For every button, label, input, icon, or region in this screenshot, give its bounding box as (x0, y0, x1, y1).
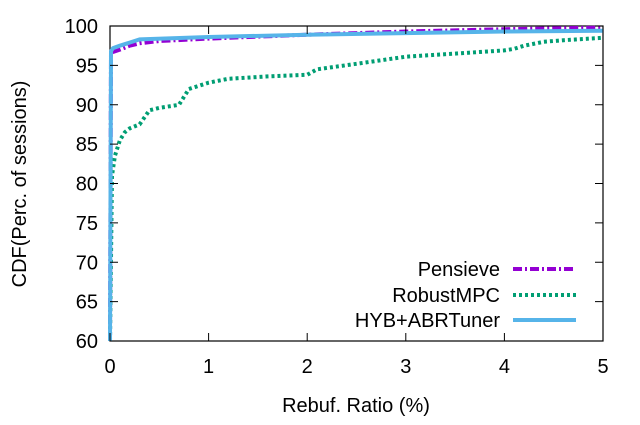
series-layer (108, 25, 604, 342)
y-tick-label: 90 (76, 95, 98, 117)
y-tick-label: 85 (76, 134, 98, 156)
y-tick-label: 75 (76, 213, 98, 235)
y-tick-label: 65 (76, 292, 98, 314)
tick-layer: 60 65 70 75 80 85 90 95 100 0 1 2 3 4 5 (65, 16, 609, 378)
legend: Pensieve RobustMPC HYB+ABRTuner (355, 259, 576, 332)
x-tick-label: 5 (597, 356, 608, 378)
x-tick-label: 4 (499, 356, 510, 378)
x-axis-label: Rebuf. Ratio (%) (282, 395, 430, 417)
y-tick-label: 95 (76, 55, 98, 77)
y-tick-label: 60 (76, 331, 98, 353)
x-tick-label: 0 (104, 356, 115, 378)
x-tick-label: 1 (203, 356, 214, 378)
x-tick-label: 3 (400, 356, 411, 378)
y-tick-label: 100 (65, 16, 98, 38)
legend-label-robustmpc: RobustMPC (392, 285, 500, 307)
y-tick-label: 70 (76, 252, 98, 274)
series-line-hyb-abrtuner (108, 28, 604, 342)
series-line-robustmpc (108, 35, 604, 342)
y-axis-label: CDF(Perc. of sessions) (9, 81, 31, 288)
legend-label-pensieve: Pensieve (418, 259, 500, 281)
x-tick-label: 2 (302, 356, 313, 378)
plot-border (109, 25, 604, 342)
y-tick-label: 80 (76, 174, 98, 196)
legend-label-hyb-abrtuner: HYB+ABRTuner (355, 310, 500, 332)
plot-frame (109, 25, 604, 342)
series-line-pensieve (108, 25, 604, 342)
